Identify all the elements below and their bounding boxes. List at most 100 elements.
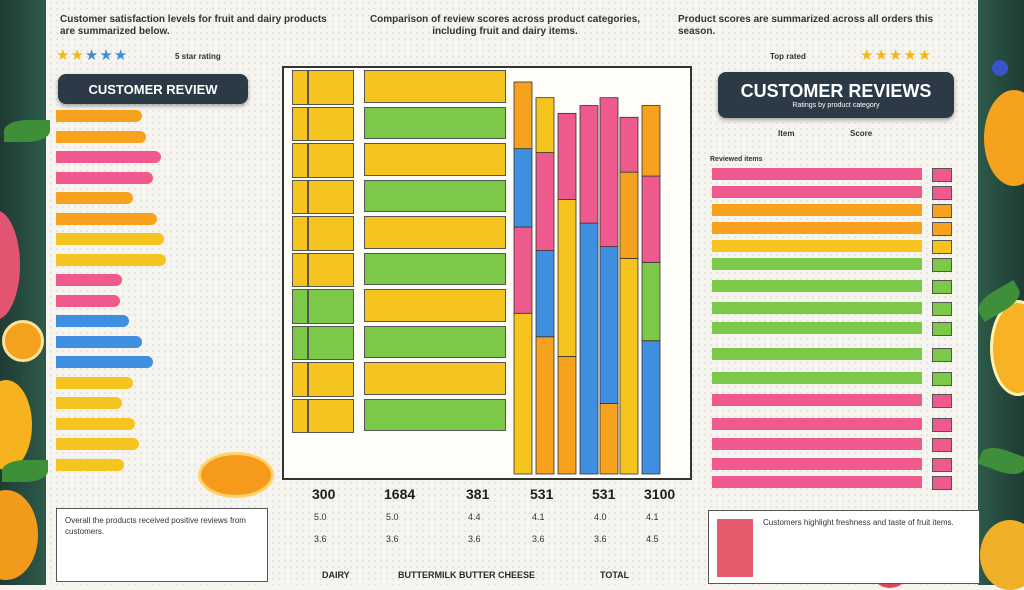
star-icon: ★ xyxy=(874,47,889,64)
right-bar xyxy=(712,394,922,406)
right-bar-label xyxy=(712,378,718,387)
table-cell xyxy=(308,362,354,397)
right-score-badge xyxy=(932,322,952,336)
right-score-badge xyxy=(932,348,952,362)
right-bar xyxy=(712,222,922,234)
footer-total: 381 xyxy=(466,486,490,502)
avatar xyxy=(717,519,753,577)
table-cell xyxy=(364,398,506,431)
bottom-right-note: Customers highlight freshness and taste … xyxy=(708,510,980,584)
right-bar xyxy=(712,418,922,430)
left-bar xyxy=(56,151,161,163)
left-bar-label xyxy=(56,157,62,166)
right-score-badge xyxy=(932,168,952,182)
left-panel-title: CUSTOMER REVIEW xyxy=(88,81,218,97)
right-title-pill: CUSTOMER REVIEWS Ratings by product cate… xyxy=(718,72,954,118)
left-bar-label xyxy=(56,239,62,248)
table-index-cell xyxy=(292,216,308,251)
table-cell xyxy=(364,325,506,358)
table-cell xyxy=(364,143,506,176)
left-bar-label xyxy=(56,321,62,330)
table-index-cell xyxy=(292,398,308,433)
right-bar xyxy=(712,348,922,360)
footer-sub-value: 4.1 xyxy=(532,512,545,522)
star-icon: ★ xyxy=(903,47,918,64)
left-bar-label xyxy=(56,260,62,269)
left-bar-label xyxy=(56,362,62,371)
footer-sub-value: 3.6 xyxy=(468,534,481,544)
right-score-badge xyxy=(932,394,952,408)
table-index-cell xyxy=(292,362,308,397)
left-bar-label xyxy=(56,403,62,412)
left-stars-note: 5 star rating xyxy=(175,52,221,61)
bottom-label: TOTAL xyxy=(600,570,630,580)
orange-slice-icon xyxy=(2,320,44,362)
table-cell xyxy=(364,289,506,322)
right-stars-note: Top rated xyxy=(770,52,806,61)
left-bar-label xyxy=(56,219,62,228)
table-cell xyxy=(364,216,506,249)
right-score-badge xyxy=(932,302,952,316)
bottom-left-text: Overall the products received positive r… xyxy=(65,516,246,536)
orange-slice-icon xyxy=(198,452,274,498)
blueberry-icon xyxy=(992,60,1008,76)
left-star-rating: ★★★★★ xyxy=(56,46,128,64)
left-bar xyxy=(56,171,153,184)
right-score-badge xyxy=(932,222,952,236)
left-caption: Customer satisfaction levels for fruit a… xyxy=(60,14,327,37)
right-col-b: Score xyxy=(850,129,873,138)
footer-sub-value: 4.5 xyxy=(646,534,659,544)
footer-sub-value: 3.6 xyxy=(314,534,327,544)
star-icon: ★ xyxy=(917,47,933,64)
left-bar xyxy=(56,417,136,430)
orange-icon xyxy=(984,90,1024,186)
right-bar-label xyxy=(712,482,718,491)
left-bar xyxy=(56,376,133,392)
leaf-icon xyxy=(2,460,48,482)
table-cell xyxy=(364,252,506,285)
star-icon: ★ xyxy=(860,47,875,64)
right-bar-label xyxy=(712,354,718,363)
footer-sub-value: 3.6 xyxy=(532,534,545,544)
table-cell xyxy=(364,362,506,395)
left-bar xyxy=(56,335,142,348)
star-icon: ★ xyxy=(113,47,129,64)
left-bar xyxy=(56,192,133,204)
left-bar-label xyxy=(56,465,62,474)
right-bar xyxy=(712,458,922,470)
star-icon: ★ xyxy=(56,47,71,64)
left-bar-label xyxy=(56,301,62,310)
footer-total: 531 xyxy=(530,486,554,502)
lemon-icon xyxy=(980,520,1024,590)
left-bar xyxy=(56,294,120,310)
left-bar xyxy=(56,458,125,474)
table-index-cell xyxy=(292,289,308,324)
footer-total: 531 xyxy=(592,486,616,502)
right-bar-label xyxy=(712,192,718,201)
right-bar-label xyxy=(712,174,718,183)
bottom-left-note: Overall the products received positive r… xyxy=(56,508,268,582)
left-bar xyxy=(56,315,129,327)
right-score-badge xyxy=(932,240,952,254)
left-bar xyxy=(56,274,122,286)
right-panel-subtitle: Ratings by product category xyxy=(792,102,880,109)
right-bar-label xyxy=(712,246,718,255)
right-bar-label xyxy=(712,424,718,433)
table-index-cell xyxy=(292,325,308,360)
bottom-label: BUTTERMILK BUTTER CHEESE xyxy=(398,570,535,580)
center-caption: Comparison of review scores across produ… xyxy=(369,14,641,37)
right-score-badge xyxy=(932,458,952,472)
right-bar xyxy=(712,168,922,180)
right-score-badge xyxy=(932,476,952,490)
footer-sub-value: 4.1 xyxy=(646,512,659,522)
table-index-cell xyxy=(292,252,308,287)
left-bar-label xyxy=(56,383,62,392)
table-index-cell xyxy=(292,143,308,178)
footer-total: 300 xyxy=(312,486,336,502)
table-cell xyxy=(364,179,506,212)
bottom-right-text: Customers highlight freshness and taste … xyxy=(763,518,954,527)
table-cell xyxy=(308,252,354,287)
right-bar-label xyxy=(712,308,718,317)
right-score-badge xyxy=(932,204,952,218)
table-cell xyxy=(308,216,354,251)
